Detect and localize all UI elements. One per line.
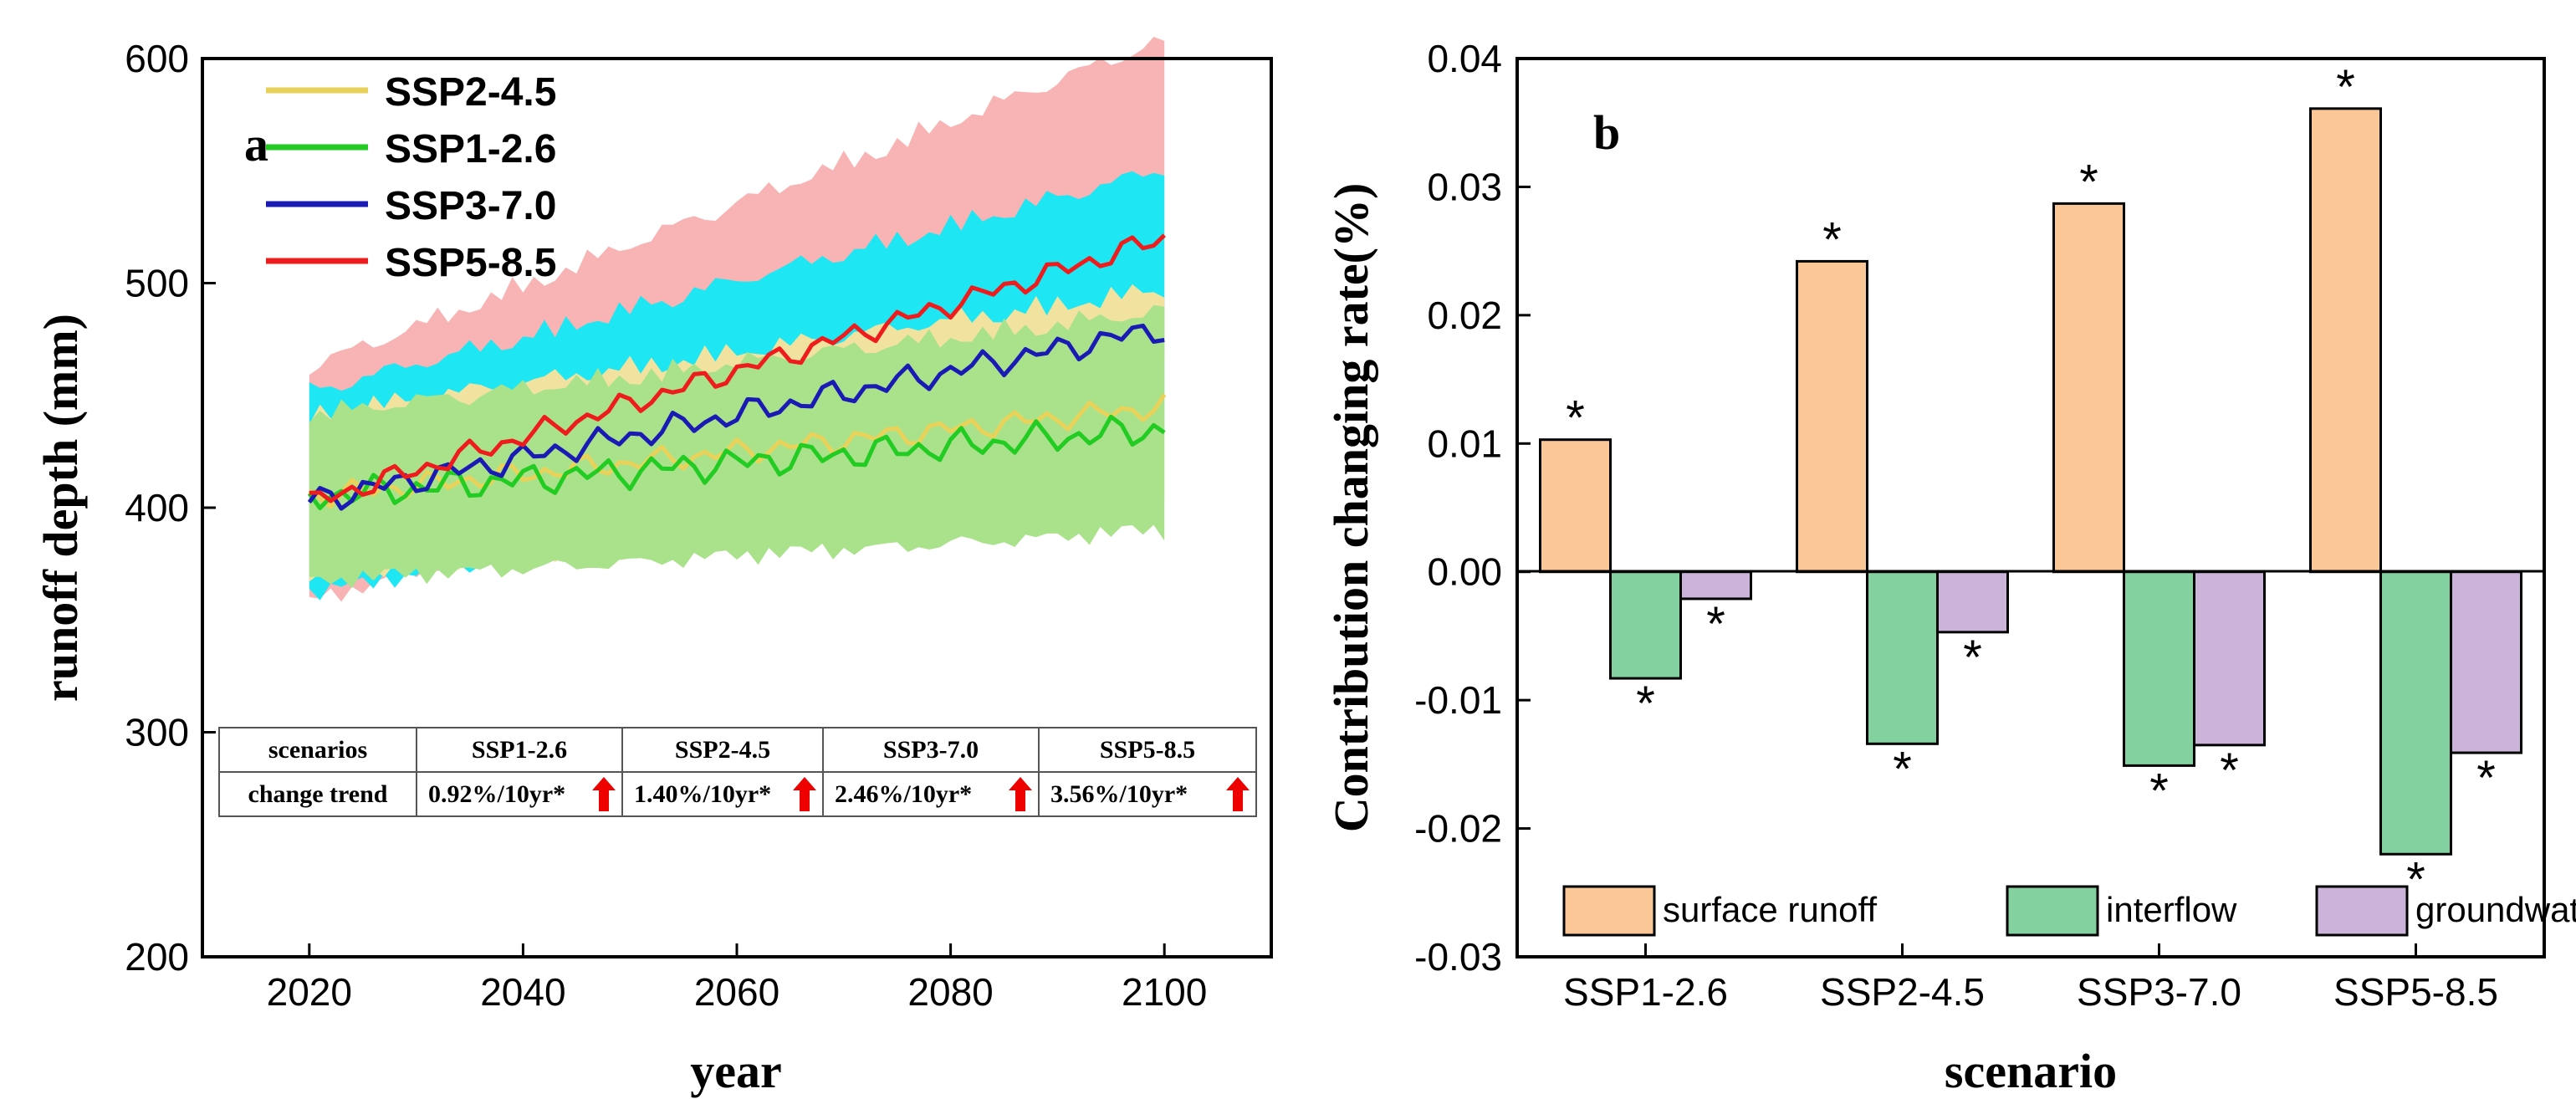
x-tick-label: 2080 [907, 970, 993, 1014]
panel-a: 2020 2040 2060 2080 2100 200 300 400 500 600 a S… [33, 37, 1273, 1098]
table-trend-value: 3.56%/10yr* [1050, 780, 1188, 808]
y-axis-ticks: 200 300 400 500 600 [125, 37, 216, 979]
x-tick-label: 2040 [480, 970, 565, 1014]
legend: SSP2-4.5 SSP1-2.6 SSP3-7.0 SSP5-8.5 [266, 70, 556, 285]
significance-marker: * [2476, 751, 2496, 805]
significance-marker: * [2149, 764, 2169, 818]
y-tick-label: 500 [125, 262, 189, 305]
bar-groundwater [1936, 570, 2009, 634]
x-tick-label: SSP3-7.0 [2077, 970, 2241, 1014]
x-tick-label: SSP1-2.6 [1563, 970, 1728, 1014]
significance-marker: * [2220, 744, 2239, 798]
table-trend-value: 2.46%/10yr* [835, 780, 972, 808]
legend-swatch [1562, 885, 1656, 937]
significance-marker: * [2406, 852, 2425, 907]
bar-surface-runoff [1539, 438, 1612, 574]
x-tick-label: SSP2-4.5 [1820, 970, 1985, 1014]
x-tick-label: 2020 [267, 970, 352, 1014]
table-header-label: scenarios [268, 736, 367, 764]
y-tick-label: 0.01 [1427, 422, 1502, 465]
y-tick-label: 0.00 [1427, 550, 1502, 594]
table-row-label: change trend [248, 780, 388, 808]
series-line-ssp5-8.5 [309, 233, 1166, 503]
y-axis-label: Contribution changing rate(%) [1324, 183, 1378, 833]
x-tick-label: 2060 [694, 970, 779, 1014]
legend-swatch [2315, 885, 2409, 937]
x-tick-label: SSP5-8.5 [2333, 970, 2498, 1014]
legend: surface runoff interflow groundwater [1562, 885, 2576, 937]
trend-up-arrow-icon [1009, 777, 1032, 811]
y-tick-label: 200 [125, 935, 189, 979]
legend-label: interflow [2106, 890, 2237, 929]
y-tick-label: -0.03 [1414, 935, 1502, 979]
plot-frame [1515, 57, 2546, 958]
bar-groundwater [2450, 570, 2522, 754]
y-tick-label: 0.03 [1427, 165, 1502, 208]
x-axis-label: year [690, 1044, 782, 1098]
y-tick-label: 300 [125, 711, 189, 754]
legend-label: SSP2-4.5 [385, 70, 556, 115]
significance-marker: * [2336, 60, 2355, 115]
y-tick-label: -0.01 [1414, 678, 1502, 722]
table-column-header: SSP1-2.6 [472, 736, 567, 764]
significance-marker: * [1822, 212, 1842, 267]
significance-marker: * [1706, 597, 1725, 652]
legend-label: SSP5-8.5 [385, 241, 556, 285]
bars: * * * * * * * * * * * * [1539, 60, 2522, 907]
significance-marker: * [1893, 742, 1912, 796]
legend-label: SSP3-7.0 [385, 184, 556, 228]
x-tick-label: 2100 [1122, 970, 1207, 1014]
y-axis-label: runoff depth (mm) [33, 314, 88, 702]
panel-label: b [1593, 105, 1620, 160]
x-axis-ticks: 2020 2040 2060 2080 2100 [267, 943, 1207, 1014]
trend-up-arrow-icon [592, 777, 616, 811]
x-axis-label: scenario [1945, 1044, 2117, 1098]
panel-label: a [244, 117, 268, 171]
series-line-ssp2-4.5 [308, 393, 1167, 509]
legend-label: surface runoff [1663, 890, 1877, 929]
y-tick-label: -0.02 [1414, 807, 1502, 851]
bar-interflow [2379, 570, 2452, 856]
series-lines [307, 233, 1167, 511]
trend-up-arrow-icon [793, 777, 816, 811]
bar-surface-runoff [2052, 202, 2125, 574]
y-tick-label: 0.04 [1427, 37, 1502, 80]
y-axis-ticks: -0.03 -0.02 -0.01 0.00 0.01 0.02 0.03 0.04 [1414, 37, 1531, 979]
table-column-header: SSP5-8.5 [1100, 736, 1195, 764]
bar-surface-runoff [2309, 107, 2382, 574]
trend-up-arrow-icon [1226, 777, 1250, 811]
x-axis-ticks: SSP1-2.6 SSP2-4.5 SSP3-7.0 SSP5-8.5 [1563, 943, 2498, 1014]
significance-marker: * [2079, 155, 2098, 209]
series-line-ssp3-7.0 [307, 323, 1165, 511]
bar-groundwater [2193, 570, 2266, 747]
bar-interflow [1609, 570, 1682, 680]
legend-label: groundwater [2415, 890, 2576, 929]
table-column-header: SSP3-7.0 [883, 736, 979, 764]
table-trend-value: 1.40%/10yr* [634, 780, 771, 808]
table-column-header: SSP2-4.5 [675, 736, 770, 764]
uncertainty-bands [309, 37, 1165, 602]
significance-marker: * [1636, 677, 1655, 731]
legend-swatch [2006, 885, 2099, 937]
bar-interflow [2123, 570, 2195, 767]
bar-interflow [1866, 570, 1939, 745]
y-tick-label: 400 [125, 486, 189, 529]
legend-label: SSP1-2.6 [385, 127, 556, 171]
bar-surface-runoff [1796, 259, 1868, 574]
band-ssp1-2.6 [309, 304, 1165, 589]
significance-marker: * [1963, 631, 1982, 685]
bar-groundwater [1679, 570, 1752, 601]
trend-table: scenarios change trend SSP1-2.6 0.92%/10yr*… [218, 727, 1257, 817]
table-trend-value: 0.92%/10yr* [428, 780, 565, 808]
y-tick-label: 600 [125, 37, 189, 80]
series-line-ssp1-2.6 [307, 414, 1166, 510]
y-tick-label: 0.02 [1427, 294, 1502, 337]
panel-b: * * * * * * * * * * * * -0.03 -0.02 -0.01 0.00 0.01 0.02… [1324, 37, 2576, 1098]
significance-marker: * [1566, 391, 1585, 446]
